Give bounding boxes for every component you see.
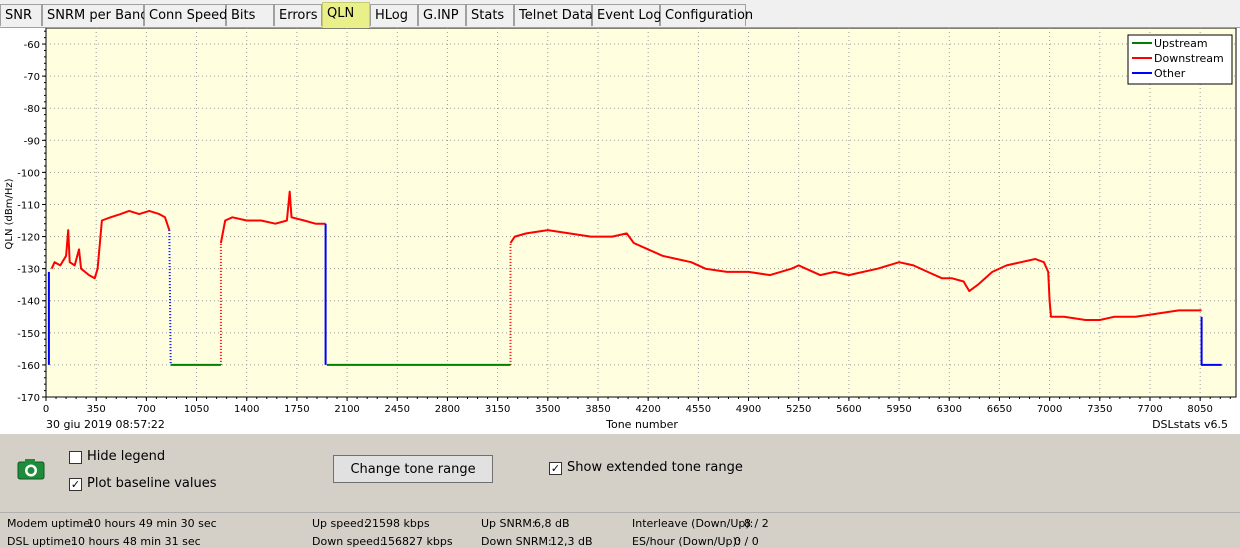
y-axis-label: QLN (dBm/Hz) (4, 178, 15, 249)
x-tick-label: 1400 (234, 404, 259, 415)
series-line-other (1200, 316, 1222, 366)
tab-conn-speed[interactable]: Conn Speed (144, 4, 227, 26)
x-tick-label: 7700 (1137, 404, 1162, 415)
legend-upstream: Upstream (1154, 37, 1208, 50)
y-tick-label: -70 (24, 72, 40, 83)
tab-ginp[interactable]: G.INP (418, 4, 466, 26)
series-line-downstream (219, 190, 326, 244)
dsl-uptime-label: DSL uptime: (7, 535, 75, 548)
tab-qln[interactable]: QLN (322, 2, 370, 28)
extended-range-checkbox[interactable]: ✓ (549, 462, 562, 475)
y-tick-label: -100 (17, 168, 40, 179)
tab-configuration[interactable]: Configuration (660, 4, 753, 26)
grid (46, 28, 1236, 397)
options-panel: Hide legend ✓ Plot baseline values Chang… (0, 434, 1240, 512)
up-snrm-value: 6,8 dB (534, 517, 570, 530)
es-hour-label: ES/hour (Down/Up): (632, 535, 741, 548)
x-tick-label: 0 (43, 404, 49, 415)
interleave-value: 8 / 2 (744, 517, 769, 530)
modem-uptime-value: 10 hours 49 min 30 sec (87, 517, 217, 530)
legend-downstream: Downstream (1154, 52, 1224, 65)
x-tick-label: 4200 (635, 404, 660, 415)
down-snrm-label: Down SNRM: (481, 535, 552, 548)
qln-chart: -60 -70 -80 -90 -100 -110 -120 -130 -140 -150 -160… (4, 27, 1237, 431)
modem-uptime-label: Modem uptime: (7, 517, 94, 530)
tab-stats[interactable]: Stats (466, 4, 514, 26)
y-tick-label: -80 (24, 104, 40, 115)
chart-timestamp: 30 giu 2019 08:57:22 (46, 418, 165, 431)
y-tick-label: -160 (17, 361, 40, 372)
y-tick-label: -110 (17, 200, 40, 211)
y-tick-label: -90 (24, 136, 40, 147)
series-lines (47, 190, 1222, 366)
tab-bits[interactable]: Bits (226, 4, 274, 26)
legend: Upstream Downstream Other (1127, 34, 1233, 85)
series-line-downstream (50, 209, 171, 280)
x-tick-label: 5600 (836, 404, 861, 415)
plot-baseline-checkbox[interactable]: ✓ (69, 478, 82, 491)
tab-bar: SNR SNRM per Band Conn Speed Bits Errors… (0, 0, 1240, 28)
x-tick-label: 6300 (937, 404, 962, 415)
y-axis: -60 -70 -80 -90 -100 -110 -120 -130 -140 -150 -160… (17, 30, 46, 404)
camera-icon[interactable] (17, 458, 45, 480)
y-tick-label: -120 (17, 233, 40, 244)
x-tick-label: 6650 (987, 404, 1012, 415)
series-line-downstream (509, 229, 1202, 321)
qln-chart-area: -60 -70 -80 -90 -100 -110 -120 -130 -140 -150 -160… (0, 27, 1240, 434)
x-tick-label: 7000 (1037, 404, 1062, 415)
plot-baseline-label: Plot baseline values (87, 476, 217, 491)
plot-area (45, 27, 1237, 398)
tab-snrm-per-band[interactable]: SNRM per Band (42, 4, 148, 26)
y-tick-label: -150 (17, 329, 40, 340)
x-tick-label: 1750 (284, 404, 309, 415)
down-speed-label: Down speed: (312, 535, 384, 548)
x-tick-label: 2100 (334, 404, 359, 415)
hide-legend-checkbox[interactable] (69, 451, 82, 464)
tab-errors[interactable]: Errors (274, 4, 322, 26)
x-tick-label: 2800 (435, 404, 460, 415)
tab-snr[interactable]: SNR (0, 4, 42, 26)
up-snrm-label: Up SNRM: (481, 517, 536, 530)
x-tick-label: 7350 (1087, 404, 1112, 415)
legend-other: Other (1154, 67, 1186, 80)
x-tick-label: 700 (137, 404, 156, 415)
y-tick-label: -140 (17, 297, 40, 308)
x-tick-label: 3500 (535, 404, 560, 415)
x-tick-label: 350 (87, 404, 106, 415)
interleave-label: Interleave (Down/Up): (632, 517, 754, 530)
tab-event-log[interactable]: Event Log (592, 4, 662, 26)
x-tick-label: 3150 (485, 404, 510, 415)
y-tick-label: -60 (24, 40, 40, 51)
dsl-uptime-value: 10 hours 48 min 31 sec (71, 535, 201, 548)
x-tick-label: 2450 (385, 404, 410, 415)
tab-telnet-data[interactable]: Telnet Data (514, 4, 593, 26)
tab-hlog[interactable]: HLog (370, 4, 418, 26)
extended-range-label: Show extended tone range (567, 460, 743, 475)
hide-legend-label: Hide legend (87, 449, 166, 464)
x-tick-label: 8050 (1187, 404, 1212, 415)
change-tone-range-button[interactable]: Change tone range (333, 455, 493, 483)
x-axis: 0 350 700 1050 1400 1750 2100 2450 2800 3150 3500 3… (43, 397, 1231, 415)
y-tick-label: -130 (17, 265, 40, 276)
x-tick-label: 3850 (585, 404, 610, 415)
up-speed-label: Up speed: (312, 517, 368, 530)
x-axis-label: Tone number (605, 418, 678, 431)
x-tick-label: 5250 (786, 404, 811, 415)
up-speed-value: 21598 kbps (365, 517, 430, 530)
es-hour-value: 0 / 0 (734, 535, 759, 548)
x-tick-label: 4550 (686, 404, 711, 415)
x-tick-label: 4900 (736, 404, 761, 415)
y-tick-label: -170 (17, 393, 40, 404)
down-speed-value: 156827 kbps (381, 535, 453, 548)
down-snrm-value: 12,3 dB (550, 535, 593, 548)
x-tick-label: 1050 (184, 404, 209, 415)
status-bar: Modem uptime: 10 hours 49 min 30 sec DSL… (0, 512, 1240, 548)
chart-version: DSLstats v6.5 (1152, 418, 1228, 431)
x-tick-label: 5950 (886, 404, 911, 415)
